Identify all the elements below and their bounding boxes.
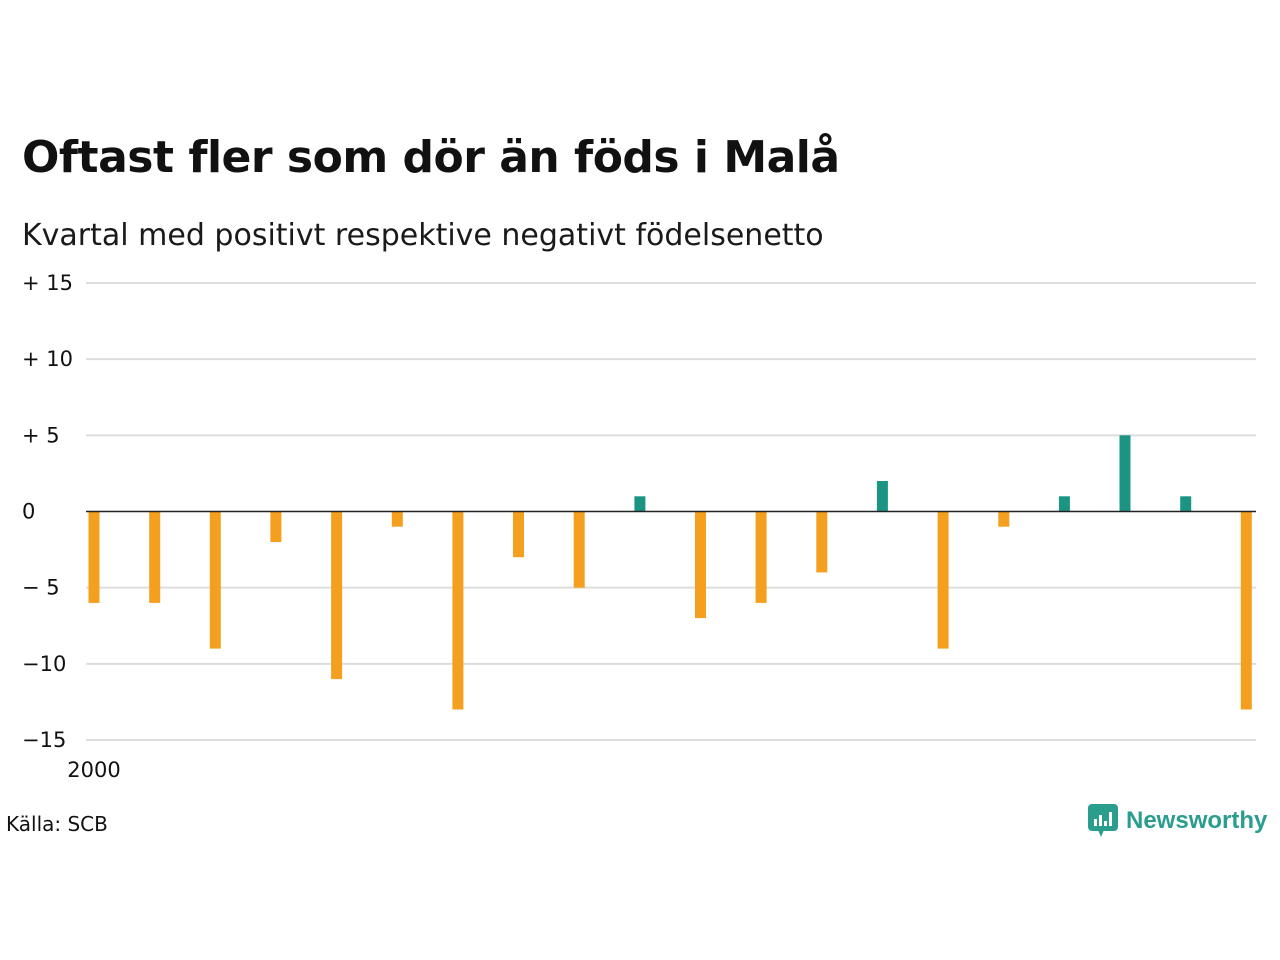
y-tick-label: −10 (22, 652, 66, 676)
y-tick-label: + 5 (22, 423, 60, 447)
bar-negative (270, 511, 282, 542)
brand-name: Newsworthy (1126, 807, 1268, 834)
newsworthy-logo-icon (1088, 804, 1118, 837)
bar-negative (513, 511, 524, 558)
bar-negative (209, 511, 221, 649)
brand-logo[interactable]: Newsworthy (1088, 804, 1267, 838)
bar-negative (998, 511, 1010, 527)
chart-subtitle: Kvartal med positivt respektive negativt… (22, 218, 824, 253)
bar-positive (1119, 435, 1131, 512)
chart-title: Oftast fler som dör än föds i Malå (22, 132, 840, 183)
bar-negative (331, 511, 343, 680)
bar-negative (1240, 511, 1252, 710)
bar-positive (1058, 496, 1070, 512)
bar-negative (391, 511, 403, 527)
y-tick-label: 0 (22, 500, 35, 524)
bar-positive (634, 496, 646, 512)
bar-negative (695, 511, 706, 619)
bar-positive (1180, 496, 1192, 512)
y-tick-label: + 10 (22, 347, 73, 371)
bar-negative (88, 511, 100, 603)
bar-negative (816, 511, 828, 573)
bar-negative (937, 511, 949, 649)
bar-negative (755, 511, 767, 603)
x-tick-label: 2000 (67, 758, 120, 782)
y-tick-label: + 15 (22, 271, 73, 295)
y-tick-label: − 5 (22, 576, 60, 600)
bar-positive (876, 481, 888, 512)
bar-chart: + 15+ 10+ 50− 5−10−152000200520102015202… (22, 271, 1256, 782)
bar-negative (573, 511, 585, 588)
bar-negative (452, 511, 464, 710)
source-note: Källa: SCB (6, 812, 108, 836)
y-tick-label: −15 (22, 728, 66, 752)
bar-negative (149, 511, 161, 603)
